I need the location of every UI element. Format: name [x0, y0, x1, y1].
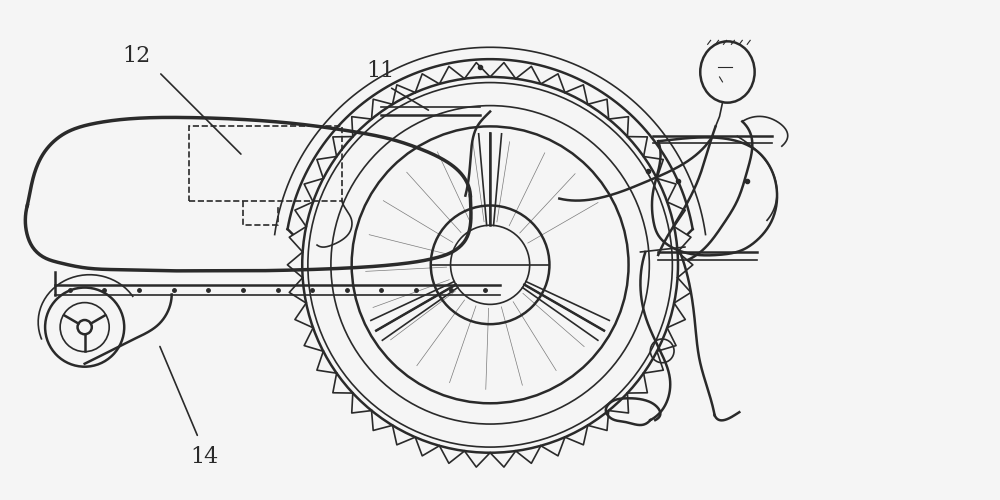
Text: 11: 11	[366, 60, 395, 82]
Bar	[188, 126, 342, 200]
Text: 12: 12	[122, 45, 150, 67]
Text: 14: 14	[190, 446, 219, 468]
